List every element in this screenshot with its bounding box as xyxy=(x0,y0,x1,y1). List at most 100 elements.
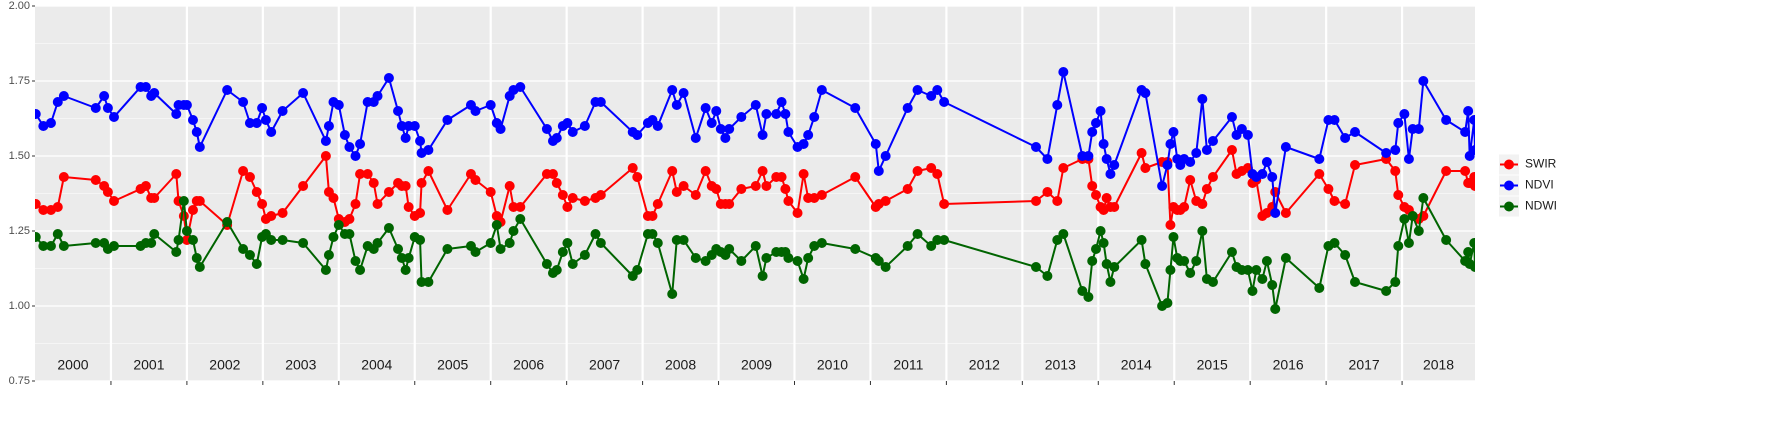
data-point xyxy=(1390,277,1401,287)
data-point xyxy=(1463,247,1474,257)
data-point xyxy=(173,235,184,245)
data-point xyxy=(1031,142,1042,152)
data-point xyxy=(667,85,678,95)
year-label: 2017 xyxy=(1349,357,1380,373)
data-layer xyxy=(35,67,1475,314)
data-point xyxy=(1207,136,1218,146)
data-point xyxy=(238,244,249,254)
data-point xyxy=(647,211,658,221)
data-point xyxy=(939,199,950,209)
data-point xyxy=(1329,196,1340,206)
data-point xyxy=(715,124,726,134)
data-point xyxy=(372,238,383,248)
data-point xyxy=(1413,124,1424,134)
data-point xyxy=(491,220,502,230)
data-point xyxy=(595,190,606,200)
data-point xyxy=(567,127,578,137)
data-point xyxy=(1162,298,1173,308)
data-point xyxy=(736,256,747,266)
data-point xyxy=(783,253,794,263)
data-point xyxy=(1261,157,1272,167)
data-point xyxy=(667,289,678,299)
legend: SWIR NDVI NDWI xyxy=(1499,154,1557,217)
data-point xyxy=(541,259,552,269)
data-point xyxy=(1441,115,1452,125)
data-point xyxy=(333,220,344,230)
data-point xyxy=(700,256,711,266)
data-point xyxy=(926,163,937,173)
data-point xyxy=(400,133,411,143)
data-point xyxy=(652,238,663,248)
data-point xyxy=(1236,124,1247,134)
data-point xyxy=(816,85,827,95)
data-point xyxy=(344,214,355,224)
data-point xyxy=(244,250,255,260)
data-point xyxy=(1105,169,1116,179)
data-point xyxy=(383,73,394,83)
data-point xyxy=(266,235,277,245)
data-point xyxy=(1052,196,1063,206)
data-point xyxy=(1031,196,1042,206)
data-point xyxy=(1091,190,1102,200)
data-point xyxy=(1280,142,1291,152)
data-point xyxy=(1251,265,1262,275)
data-point xyxy=(442,115,453,125)
data-point xyxy=(1247,286,1258,296)
data-point xyxy=(1314,154,1325,164)
legend-label: SWIR xyxy=(1525,157,1557,171)
data-point xyxy=(149,193,160,203)
data-point xyxy=(1168,232,1179,242)
data-point xyxy=(238,166,249,176)
data-point xyxy=(776,172,787,182)
data-point xyxy=(52,229,63,239)
data-point xyxy=(251,118,262,128)
data-point xyxy=(485,100,496,110)
year-label: 2002 xyxy=(209,357,240,373)
axes: 0.75 1.00 1.25 1.50 1.75 2.00 2000 2001 2002 2003… xyxy=(9,0,1455,387)
data-point xyxy=(323,121,334,131)
data-point xyxy=(1441,235,1452,245)
data-point xyxy=(393,106,404,116)
data-point xyxy=(372,199,383,209)
data-point xyxy=(355,169,366,179)
data-point xyxy=(266,211,277,221)
year-label: 2014 xyxy=(1121,357,1152,373)
data-point xyxy=(750,100,761,110)
data-point xyxy=(400,265,411,275)
legend-key-point xyxy=(1504,180,1514,191)
data-point xyxy=(323,250,334,260)
data-point xyxy=(38,121,49,131)
data-point xyxy=(149,88,160,98)
data-point xyxy=(1058,67,1069,77)
data-point xyxy=(579,121,590,131)
data-point xyxy=(257,103,268,113)
data-point xyxy=(416,277,427,287)
data-point xyxy=(442,205,453,215)
data-point xyxy=(108,112,119,122)
data-point xyxy=(700,103,711,113)
data-point xyxy=(750,181,761,191)
data-point xyxy=(149,229,160,239)
data-point xyxy=(1393,190,1404,200)
data-point xyxy=(396,253,407,263)
data-point xyxy=(1136,148,1147,158)
data-point xyxy=(1101,259,1112,269)
data-point xyxy=(1390,145,1401,155)
data-point xyxy=(1261,256,1272,266)
data-point xyxy=(1109,202,1120,212)
data-point xyxy=(328,193,339,203)
data-point xyxy=(1418,76,1429,86)
data-point xyxy=(1058,163,1069,173)
data-point xyxy=(328,232,339,242)
data-point xyxy=(1201,184,1212,194)
data-point xyxy=(495,124,506,134)
data-point xyxy=(1470,262,1475,272)
data-point xyxy=(1257,274,1268,284)
data-point xyxy=(403,253,414,263)
data-point xyxy=(400,181,411,191)
data-point xyxy=(1381,148,1392,158)
data-point xyxy=(277,235,288,245)
data-point xyxy=(222,217,233,227)
data-point xyxy=(1109,160,1120,170)
